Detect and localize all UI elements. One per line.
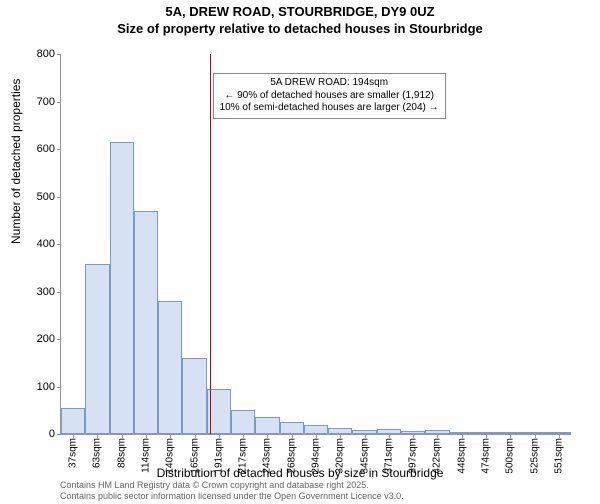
ytick-mark [57,102,61,103]
xtick-mark [97,434,98,438]
annotation-line3: 10% of semi-detached houses are larger (… [220,102,439,115]
ytick-mark [57,54,61,55]
chart-title-line1: 5A, DREW ROAD, STOURBRIDGE, DY9 0UZ [0,4,600,21]
xtick-mark [170,434,171,438]
histogram-bar [255,417,279,434]
xtick-mark [413,434,414,438]
xtick-mark [389,434,390,438]
chart-plot-area: 0100200300400500600700800 37sqm63sqm88sq… [60,54,571,435]
x-axis-label: Distribution of detached houses by size … [157,466,444,480]
annotation-line2: ← 90% of detached houses are smaller (1,… [220,90,439,103]
xtick-mark [195,434,196,438]
histogram-bar [280,422,304,434]
attribution-line2: Contains public sector information licen… [60,491,404,502]
xtick-mark [292,434,293,438]
xtick-mark [486,434,487,438]
subject-property-marker-line [210,54,212,434]
xtick-mark [267,434,268,438]
histogram-bar [231,410,255,434]
xtick-mark [365,434,366,438]
ytick-mark [57,339,61,340]
xtick-label: 474sqm [481,434,492,474]
attribution-line1: Contains HM Land Registry data © Crown c… [60,480,404,491]
histogram-bar [182,358,206,434]
annotation-callout: 5A DREW ROAD: 194sqm ← 90% of detached h… [213,73,446,119]
xtick-label: 525sqm [529,434,540,474]
xtick-mark [73,434,74,438]
xtick-label: 448sqm [456,434,467,474]
xtick-mark [340,434,341,438]
xtick-mark [146,434,147,438]
histogram-bar [110,142,134,434]
ytick-mark [57,197,61,198]
annotation-line1: 5A DREW ROAD: 194sqm [220,77,439,90]
xtick-mark [559,434,560,438]
y-axis-label: Number of detached properties [9,79,23,244]
ytick-mark [57,387,61,388]
histogram-bar [85,264,109,434]
xtick-mark [316,434,317,438]
xtick-label: 37sqm [68,434,79,468]
chart-title-line2: Size of property relative to detached ho… [0,21,600,38]
histogram-bar [158,301,182,434]
xtick-mark [219,434,220,438]
ytick-mark [57,244,61,245]
ytick-mark [57,434,61,435]
xtick-label: 114sqm [141,434,152,473]
xtick-mark [437,434,438,438]
histogram-bar [304,425,328,435]
ytick-mark [57,149,61,150]
xtick-mark [243,434,244,438]
xtick-label: 63sqm [92,434,103,468]
xtick-mark [122,434,123,438]
xtick-mark [462,434,463,438]
xtick-label: 500sqm [505,434,516,474]
ytick-mark [57,292,61,293]
xtick-mark [510,434,511,438]
xtick-mark [535,434,536,438]
histogram-bar [61,408,85,434]
xtick-label: 88sqm [116,434,127,468]
attribution-text: Contains HM Land Registry data © Crown c… [60,480,404,502]
histogram-bar [134,211,158,434]
xtick-label: 551sqm [553,434,564,474]
